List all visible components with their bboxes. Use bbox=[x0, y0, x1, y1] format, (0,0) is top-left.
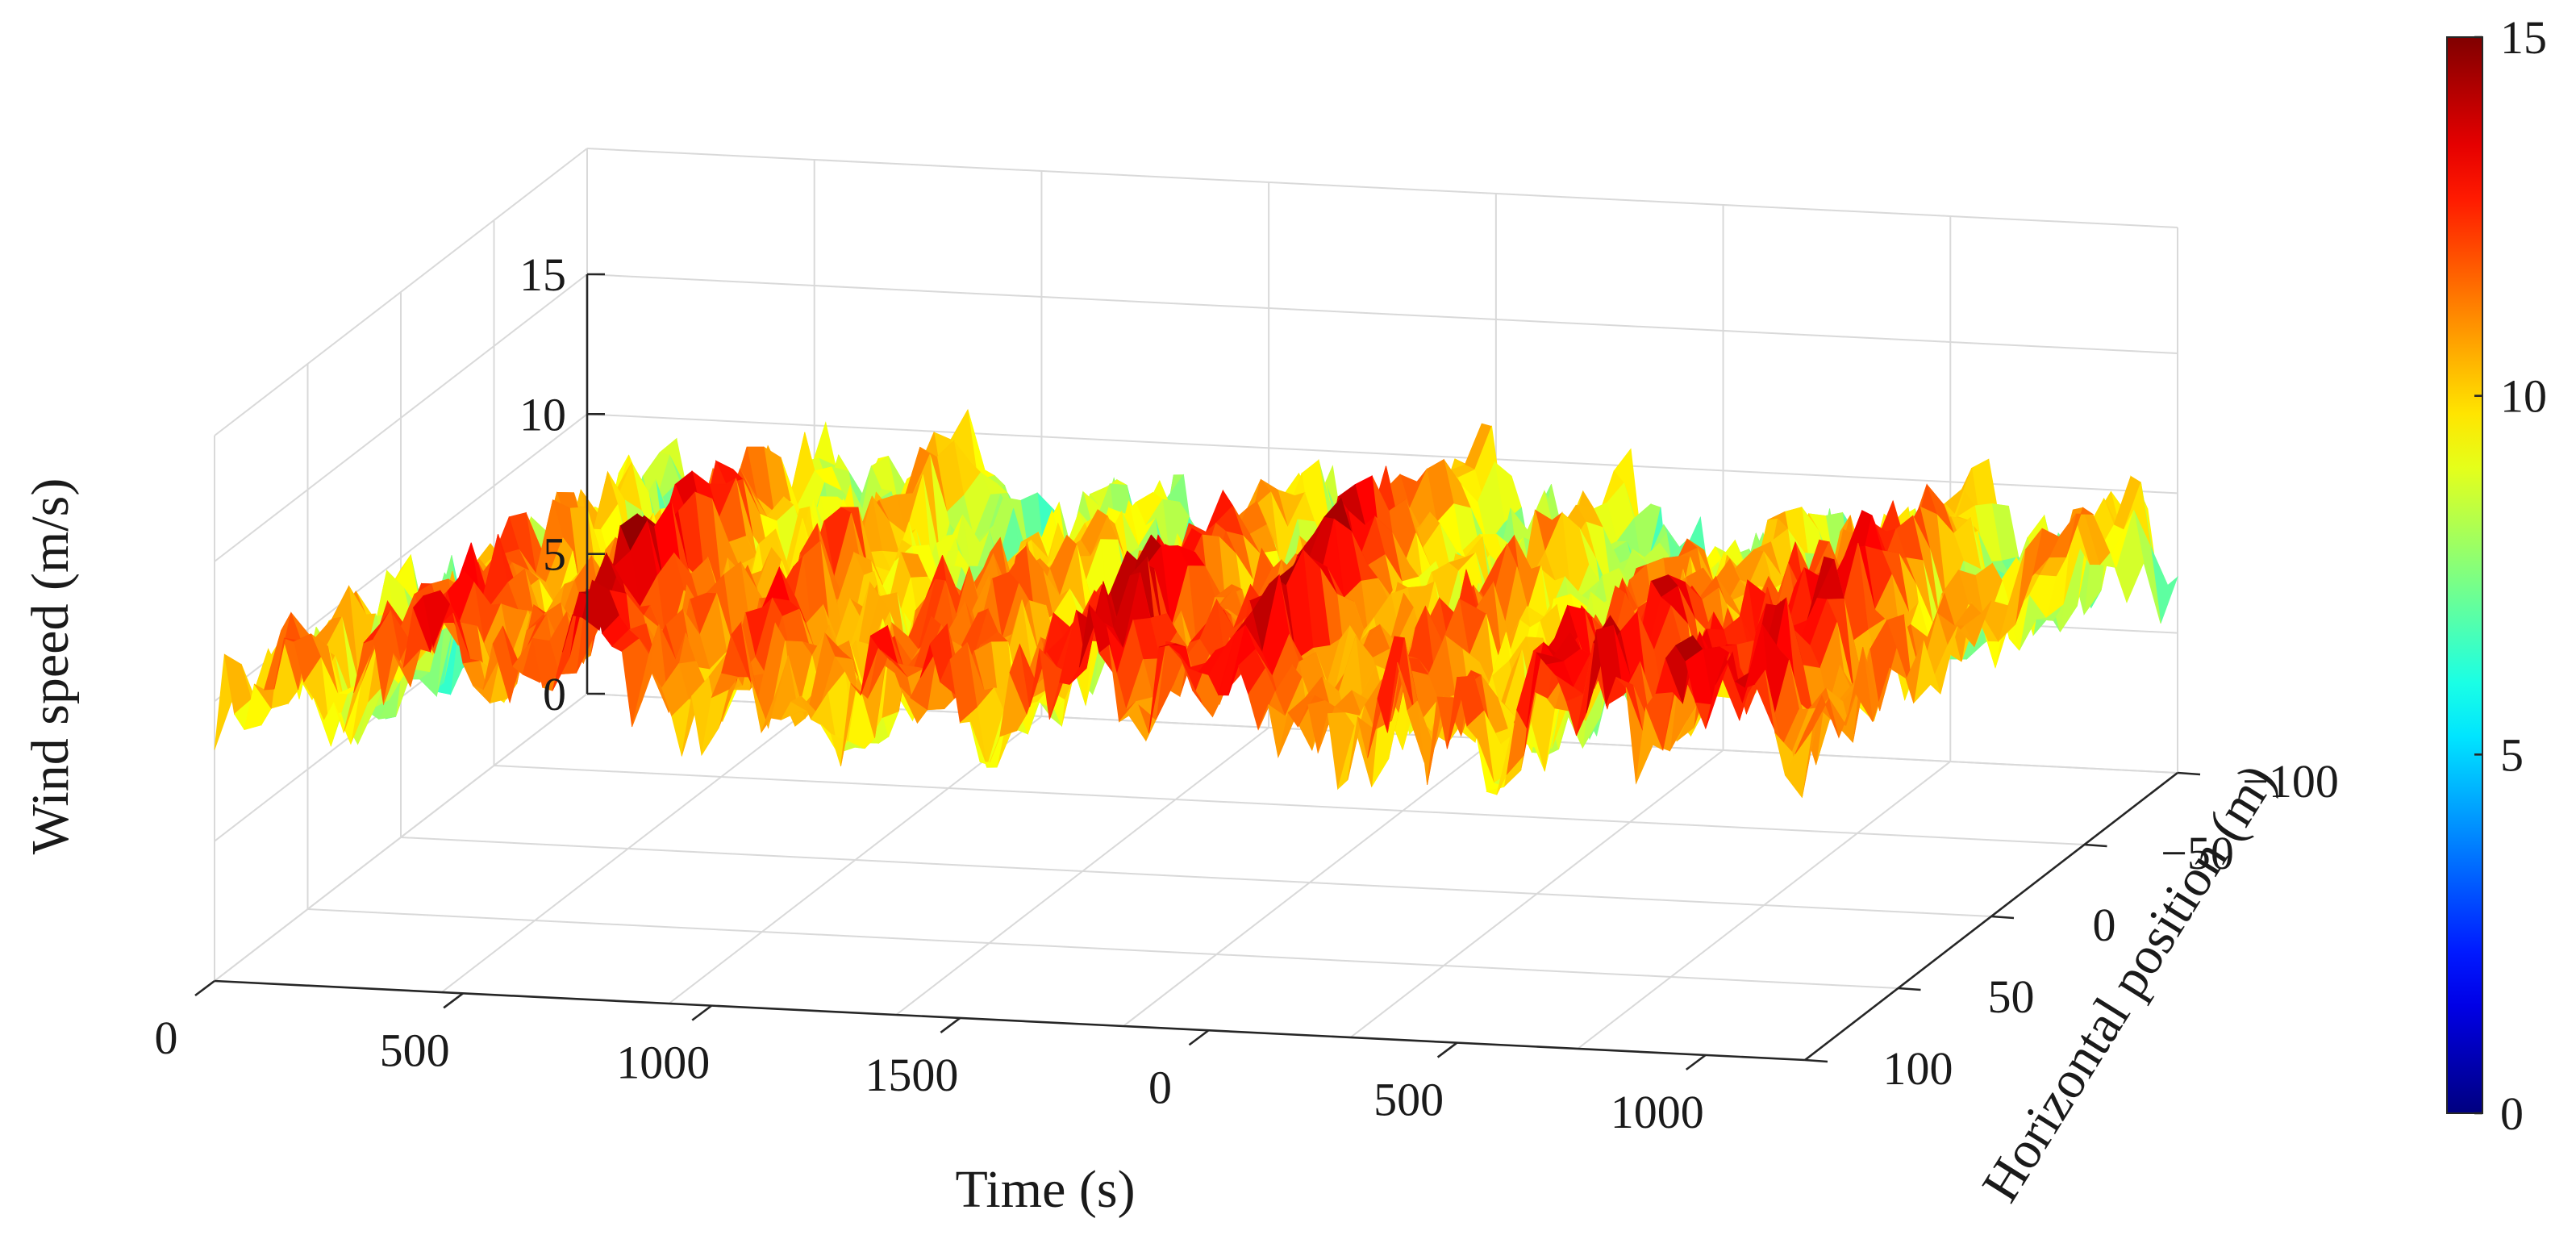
x-tick-label: 0 bbox=[1148, 1061, 1172, 1113]
colorbar-tick-label: 5 bbox=[2500, 728, 2524, 781]
y-tick-mark bbox=[1898, 987, 1921, 991]
back-wall-horizontal-gridline bbox=[586, 273, 2178, 354]
colorbar-gradient bbox=[2446, 36, 2483, 1114]
x-tick-label: 1000 bbox=[616, 1037, 710, 1089]
x-tick-label: 500 bbox=[380, 1024, 450, 1076]
y-tick-label: 0 bbox=[2093, 899, 2116, 951]
x-tick-mark bbox=[1685, 1054, 1707, 1070]
axes-frame: 0 5 10 15 0 500 1000 1500 0 500 1000 −100−50 0 50 100 bbox=[155, 248, 2339, 1138]
y-tick-label: 50 bbox=[1988, 970, 2035, 1023]
x-axis-line bbox=[214, 979, 1806, 1062]
z-tick-label: 15 bbox=[519, 248, 566, 301]
x-tick-label: 1000 bbox=[1611, 1086, 1704, 1138]
y-tick-mark bbox=[2177, 771, 2201, 776]
y-tick-mark bbox=[1804, 1058, 1828, 1063]
z-tick-label: 10 bbox=[519, 388, 566, 440]
floor-gridline-position bbox=[307, 908, 1899, 989]
colorbar: 0 5 10 15 bbox=[2446, 11, 2547, 1140]
wind-speed-surface bbox=[214, 408, 2178, 799]
y-tick-label: 100 bbox=[1883, 1042, 1953, 1095]
box-edge bbox=[214, 148, 588, 436]
x-tick-mark bbox=[194, 979, 215, 997]
floor-gridline-position bbox=[400, 837, 1992, 917]
floor-gridline-position bbox=[494, 765, 2085, 845]
x-tick-mark bbox=[691, 1004, 713, 1021]
box-edge bbox=[586, 148, 2178, 228]
x-tick-mark bbox=[1188, 1029, 1210, 1046]
y-tick-mark bbox=[1990, 915, 2015, 920]
x-tick-label: 0 bbox=[155, 1012, 178, 1064]
z-axis-label: Wind speed (m/s) bbox=[21, 478, 80, 855]
y-tick-label: −50 bbox=[2161, 827, 2234, 879]
x-axis-label: Time (s) bbox=[955, 1160, 1135, 1219]
colorbar-tick-label: 15 bbox=[2500, 11, 2547, 64]
x-tick-mark bbox=[443, 992, 464, 1009]
y-tick-label: −100 bbox=[2242, 755, 2339, 808]
x-tick-label: 1500 bbox=[865, 1049, 958, 1101]
x-tick-mark bbox=[1436, 1041, 1458, 1058]
z-tick-label: 5 bbox=[543, 528, 566, 581]
side-wall-horizontal-gridline bbox=[214, 273, 588, 562]
z-tick-label: 0 bbox=[543, 668, 566, 720]
colorbar-tick-label: 10 bbox=[2500, 370, 2547, 423]
surface-facet bbox=[1794, 695, 1823, 755]
x-tick-mark bbox=[940, 1016, 961, 1033]
back-wall-horizontal-gridline bbox=[586, 413, 2178, 495]
colorbar-tick-label: 0 bbox=[2500, 1087, 2524, 1140]
y-tick-mark bbox=[2084, 843, 2107, 848]
x-tick-label: 500 bbox=[1373, 1074, 1444, 1126]
